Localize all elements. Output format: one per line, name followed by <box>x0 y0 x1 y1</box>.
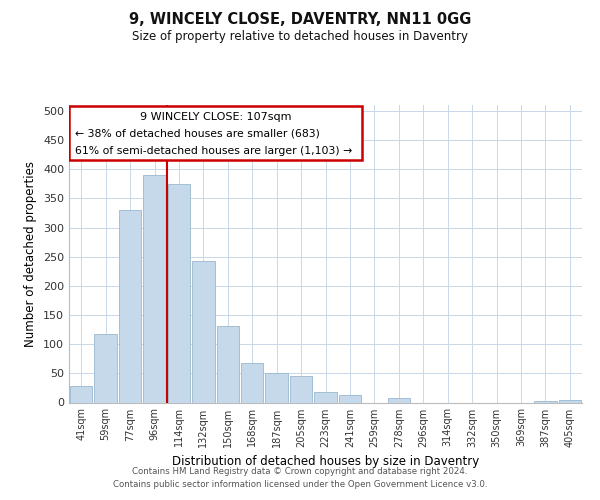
Bar <box>534 401 557 402</box>
Text: 9, WINCELY CLOSE, DAVENTRY, NN11 0GG: 9, WINCELY CLOSE, DAVENTRY, NN11 0GG <box>129 12 471 28</box>
Bar <box>192 262 215 402</box>
Bar <box>265 374 288 402</box>
Bar <box>143 175 166 402</box>
Bar <box>167 184 190 402</box>
Bar <box>94 334 117 402</box>
Bar <box>388 398 410 402</box>
Bar <box>314 392 337 402</box>
Y-axis label: Number of detached properties: Number of detached properties <box>25 161 37 347</box>
Text: Contains HM Land Registry data © Crown copyright and database right 2024.
Contai: Contains HM Land Registry data © Crown c… <box>113 467 487 489</box>
Bar <box>290 376 313 402</box>
Text: 9 WINCELY CLOSE: 107sqm: 9 WINCELY CLOSE: 107sqm <box>140 112 292 122</box>
FancyBboxPatch shape <box>70 106 362 160</box>
Bar <box>70 386 92 402</box>
Bar <box>217 326 239 402</box>
Text: ← 38% of detached houses are smaller (683): ← 38% of detached houses are smaller (68… <box>74 128 319 138</box>
Bar <box>241 363 263 403</box>
X-axis label: Distribution of detached houses by size in Daventry: Distribution of detached houses by size … <box>172 455 479 468</box>
Text: Size of property relative to detached houses in Daventry: Size of property relative to detached ho… <box>132 30 468 43</box>
Bar <box>338 395 361 402</box>
Bar <box>559 400 581 402</box>
Bar <box>119 210 142 402</box>
Text: 61% of semi-detached houses are larger (1,103) →: 61% of semi-detached houses are larger (… <box>74 146 352 156</box>
